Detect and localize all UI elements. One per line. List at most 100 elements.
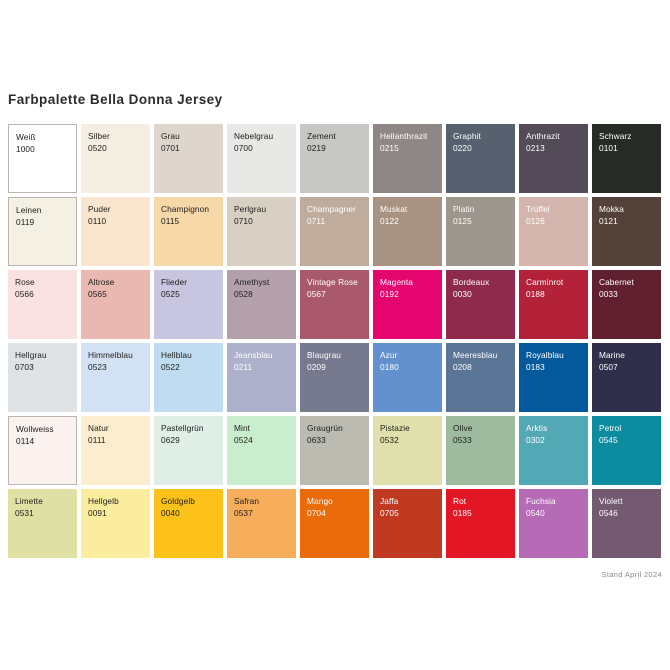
- color-swatch[interactable]: Rose 0566: [8, 270, 77, 339]
- color-swatch[interactable]: Trüffel 0126: [519, 197, 588, 266]
- swatch-color-code: 0703: [15, 361, 34, 372]
- swatch-row: Rose 0566 Altrose 0565 Flieder 0525 Amethyst 05…: [8, 270, 662, 339]
- color-swatch[interactable]: Flieder 0525: [154, 270, 223, 339]
- swatch-color-code: 0220: [453, 142, 472, 153]
- color-swatch[interactable]: Puder 0110: [81, 197, 150, 266]
- color-swatch[interactable]: Goldgelb 0040: [154, 489, 223, 558]
- swatch-color-code: 0704: [307, 507, 326, 518]
- swatch-color-name: Petrol: [599, 423, 622, 433]
- swatch-color-name: Weiß: [16, 132, 36, 142]
- color-swatch[interactable]: Hellgrau 0703: [8, 343, 77, 412]
- color-swatch[interactable]: Hellblau 0522: [154, 343, 223, 412]
- swatch-color-name: Fuchsia: [526, 496, 556, 506]
- swatch-color-code: 0219: [307, 142, 326, 153]
- color-swatch[interactable]: Schwarz 0101: [592, 124, 661, 193]
- color-swatch[interactable]: Perlgrau 0710: [227, 197, 296, 266]
- color-swatch[interactable]: Hellanthrazit 0215: [373, 124, 442, 193]
- swatch-color-name: Champagner: [307, 204, 356, 214]
- color-swatch[interactable]: Champagner 0711: [300, 197, 369, 266]
- color-swatch[interactable]: Fuchsia 0540: [519, 489, 588, 558]
- swatch-color-name: Champignon: [161, 204, 210, 214]
- swatch-color-code: 0525: [161, 288, 180, 299]
- swatch-color-code: 0546: [599, 507, 618, 518]
- swatch-color-name: Trüffel: [526, 204, 550, 214]
- swatch-color-code: 0122: [380, 215, 399, 226]
- color-swatch[interactable]: Arktis 0302: [519, 416, 588, 485]
- color-swatch[interactable]: Vintage Rose 0567: [300, 270, 369, 339]
- swatch-color-code: 0180: [380, 361, 399, 372]
- swatch-color-code: 0101: [599, 142, 618, 153]
- color-swatch[interactable]: Meeresblau 0208: [446, 343, 515, 412]
- swatch-color-name: Muskat: [380, 204, 408, 214]
- color-swatch[interactable]: Leinen 0119: [8, 197, 77, 266]
- color-swatch[interactable]: Jaffa 0705: [373, 489, 442, 558]
- color-swatch[interactable]: Anthrazit 0213: [519, 124, 588, 193]
- swatch-color-name: Blaugrau: [307, 350, 342, 360]
- swatch-color-name: Rose: [15, 277, 35, 287]
- swatch-color-name: Hellgrau: [15, 350, 47, 360]
- swatch-color-name: Himmelblau: [88, 350, 133, 360]
- color-swatch[interactable]: Zement 0219: [300, 124, 369, 193]
- swatch-color-name: Arktis: [526, 423, 548, 433]
- color-swatch[interactable]: Limette 0531: [8, 489, 77, 558]
- color-swatch[interactable]: Mango 0704: [300, 489, 369, 558]
- color-swatch[interactable]: Cabernet 0033: [592, 270, 661, 339]
- color-swatch[interactable]: Royalblau 0183: [519, 343, 588, 412]
- swatch-color-name: Carminrot: [526, 277, 564, 287]
- color-swatch[interactable]: Graugrün 0633: [300, 416, 369, 485]
- swatch-color-code: 0565: [88, 288, 107, 299]
- color-swatch[interactable]: Rot 0185: [446, 489, 515, 558]
- swatch-color-code: 0119: [16, 216, 35, 227]
- swatch-color-name: Amethyst: [234, 277, 270, 287]
- color-swatch[interactable]: Weiß 1000: [8, 124, 77, 193]
- swatch-color-name: Mango: [307, 496, 333, 506]
- color-swatch[interactable]: Pistazie 0532: [373, 416, 442, 485]
- color-swatch[interactable]: Jeansblau 0211: [227, 343, 296, 412]
- color-swatch[interactable]: Blaugrau 0209: [300, 343, 369, 412]
- swatch-color-code: 0711: [307, 215, 326, 226]
- swatch-color-code: 0040: [161, 507, 180, 518]
- color-swatch[interactable]: Platin 0125: [446, 197, 515, 266]
- swatch-color-code: 1000: [16, 143, 35, 154]
- color-swatch[interactable]: Silber 0520: [81, 124, 150, 193]
- color-swatch[interactable]: Graphit 0220: [446, 124, 515, 193]
- color-swatch[interactable]: Wollweiss 0114: [8, 416, 77, 485]
- swatch-color-name: Royalblau: [526, 350, 564, 360]
- swatch-color-code: 0629: [161, 434, 180, 445]
- swatch-row: Limette 0531 Hellgelb 0091 Goldgelb 0040 Safra…: [8, 489, 662, 558]
- color-swatch[interactable]: Mokka 0121: [592, 197, 661, 266]
- color-swatch[interactable]: Safran 0537: [227, 489, 296, 558]
- swatch-color-code: 0115: [161, 215, 180, 226]
- color-swatch[interactable]: Nebelgrau 0700: [227, 124, 296, 193]
- swatch-color-name: Silber: [88, 131, 110, 141]
- color-swatch[interactable]: Petrol 0545: [592, 416, 661, 485]
- swatch-color-code: 0524: [234, 434, 253, 445]
- swatch-color-code: 0528: [234, 288, 253, 299]
- color-swatch[interactable]: Carminrot 0188: [519, 270, 588, 339]
- color-swatch[interactable]: Himmelblau 0523: [81, 343, 150, 412]
- swatch-row: Weiß 1000 Silber 0520 Grau 0701 Nebelgrau 0700 Z…: [8, 124, 662, 193]
- color-swatch[interactable]: Azur 0180: [373, 343, 442, 412]
- swatch-color-name: Hellblau: [161, 350, 192, 360]
- swatch-color-name: Natur: [88, 423, 109, 433]
- swatch-color-code: 0522: [161, 361, 180, 372]
- color-swatch[interactable]: Pastellgrün 0629: [154, 416, 223, 485]
- color-swatch[interactable]: Marine 0507: [592, 343, 661, 412]
- color-swatch[interactable]: Natur 0111: [81, 416, 150, 485]
- swatch-color-code: 0532: [380, 434, 399, 445]
- color-swatch[interactable]: Violett 0546: [592, 489, 661, 558]
- color-swatch[interactable]: Altrose 0565: [81, 270, 150, 339]
- color-swatch[interactable]: Mint 0524: [227, 416, 296, 485]
- color-swatch[interactable]: Muskat 0122: [373, 197, 442, 266]
- swatch-color-code: 0185: [453, 507, 472, 518]
- swatch-row: Wollweiss 0114 Natur 0111 Pastellgrün 0629 Min…: [8, 416, 662, 485]
- color-swatch[interactable]: Grau 0701: [154, 124, 223, 193]
- color-swatch[interactable]: Olive 0533: [446, 416, 515, 485]
- color-swatch[interactable]: Hellgelb 0091: [81, 489, 150, 558]
- color-swatch[interactable]: Amethyst 0528: [227, 270, 296, 339]
- color-swatch-grid: Weiß 1000 Silber 0520 Grau 0701 Nebelgrau 0700 Z…: [8, 124, 662, 558]
- color-swatch[interactable]: Bordeaux 0030: [446, 270, 515, 339]
- color-swatch[interactable]: Champignon 0115: [154, 197, 223, 266]
- color-swatch[interactable]: Magenta 0192: [373, 270, 442, 339]
